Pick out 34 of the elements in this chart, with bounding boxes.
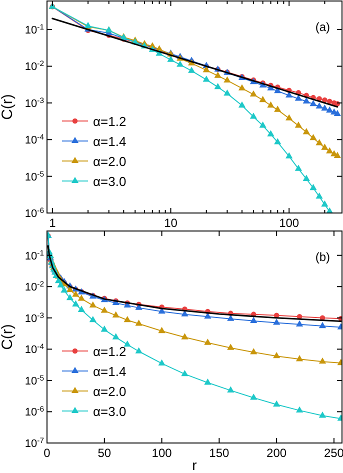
y-tick-label: 10$^{-5}$ bbox=[24, 168, 44, 184]
x-tick-label: 1 bbox=[49, 216, 56, 230]
x-tick-label: 100 bbox=[279, 216, 300, 230]
legend-label: α=3.0 bbox=[93, 174, 126, 189]
y-axis-title: C(r) bbox=[0, 324, 16, 350]
y-tick-label: 10$^{-7}$ bbox=[24, 436, 44, 450]
y-tick-label: 10$^{-4}$ bbox=[24, 342, 45, 356]
y-tick-label: 10$^{-1}$ bbox=[24, 248, 44, 262]
y-tick-label: 10$^{-2}$ bbox=[24, 58, 44, 74]
x-tick-label: 10 bbox=[164, 216, 178, 230]
x-axis-title: r bbox=[192, 457, 198, 473]
legend-label: α=2.0 bbox=[93, 154, 126, 169]
x-tick-label: 200 bbox=[266, 446, 287, 460]
y-tick-label: 10$^{-4}$ bbox=[24, 132, 45, 147]
legend-label: α=1.4 bbox=[93, 134, 126, 149]
y-tick-label: 10$^{-6}$ bbox=[24, 206, 44, 220]
legend-label: α=2.0 bbox=[93, 384, 126, 399]
legend-label: α=3.0 bbox=[93, 404, 126, 419]
legend-label: α=1.2 bbox=[93, 344, 126, 359]
legend-label: α=1.2 bbox=[93, 114, 126, 129]
x-tick-label: 50 bbox=[98, 446, 112, 460]
x-tick-label: 100 bbox=[152, 446, 172, 460]
x-tick-label: 150 bbox=[209, 446, 230, 460]
y-tick-label: 10$^{-5}$ bbox=[24, 372, 44, 388]
y-tick-label: 10$^{-3}$ bbox=[24, 95, 44, 110]
y-tick-label: 10$^{-6}$ bbox=[24, 404, 44, 419]
annotation: (b) bbox=[315, 250, 330, 264]
annotation: (a) bbox=[315, 20, 330, 34]
y-tick-label: 10$^{-1}$ bbox=[24, 22, 44, 37]
x-tick-label: 0 bbox=[44, 446, 51, 460]
y-axis-title: C(r) bbox=[0, 94, 16, 120]
legend-label: α=1.4 bbox=[93, 364, 126, 379]
y-tick-label: 10$^{-3}$ bbox=[24, 310, 44, 325]
y-tick-label: 10$^{-2}$ bbox=[24, 279, 44, 294]
